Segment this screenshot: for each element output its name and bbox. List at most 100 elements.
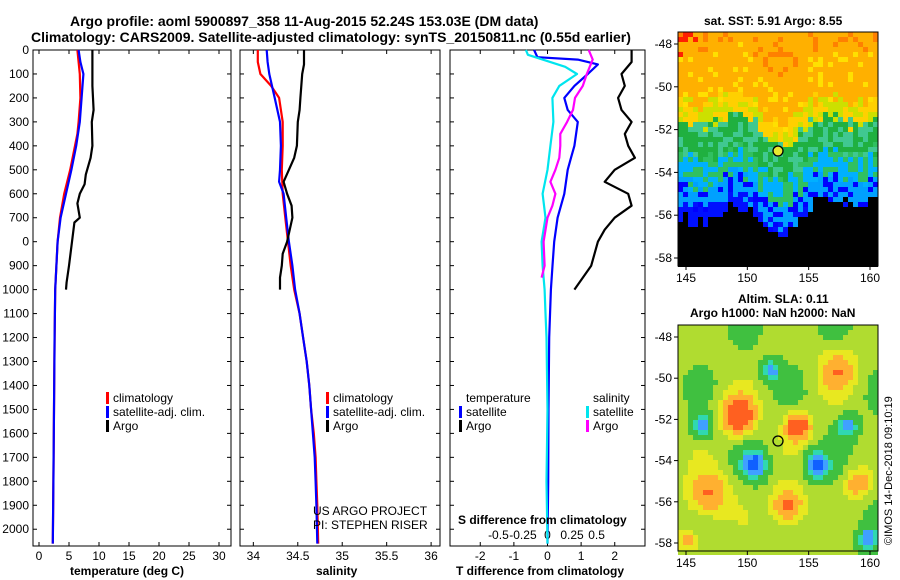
sst-cell	[808, 157, 813, 162]
sst-cell	[848, 42, 853, 47]
sst-cell	[758, 162, 763, 167]
sst-cell	[798, 167, 803, 172]
sla-cell	[798, 335, 803, 340]
sla-cell	[808, 520, 813, 525]
sst-cell	[783, 227, 788, 232]
sla-cell	[723, 460, 728, 465]
sst-cell	[718, 127, 723, 132]
sst-cell	[828, 207, 833, 212]
sst-cell	[848, 122, 853, 127]
sst-cell	[738, 77, 743, 82]
sst-cell	[703, 242, 708, 247]
sst-cell	[863, 207, 868, 212]
sst-cell	[818, 162, 823, 167]
sst-cell	[683, 257, 688, 262]
sst-cell	[818, 37, 823, 42]
sla-cell	[863, 385, 868, 390]
sst-cell	[843, 87, 848, 92]
sst-cell	[743, 217, 748, 222]
sst-cell	[698, 32, 703, 37]
x-tick-label: 0	[544, 549, 551, 563]
sla-cell	[788, 375, 793, 380]
sst-cell	[813, 127, 818, 132]
sst-cell	[698, 147, 703, 152]
sla-cell	[693, 455, 698, 460]
sla-cell	[788, 445, 793, 450]
sst-cell	[683, 52, 688, 57]
sst-cell	[863, 252, 868, 257]
sst-cell	[868, 247, 873, 252]
sst-cell	[743, 167, 748, 172]
sla-cell	[733, 455, 738, 460]
sla-cell	[788, 475, 793, 480]
sla-cell	[808, 340, 813, 345]
sla-cell	[753, 510, 758, 515]
sla-cell	[708, 435, 713, 440]
sla-cell	[853, 520, 858, 525]
sst-cell	[818, 257, 823, 262]
sst-cell	[798, 137, 803, 142]
sst-cell	[783, 252, 788, 257]
sla-cell	[683, 385, 688, 390]
sst-cell	[688, 182, 693, 187]
sla-cell	[833, 360, 838, 365]
sla-cell	[793, 355, 798, 360]
sla-cell	[703, 370, 708, 375]
sst-cell	[728, 262, 733, 267]
sla-cell	[713, 530, 718, 535]
sla-cell	[783, 370, 788, 375]
sst-cell	[698, 162, 703, 167]
sla-cell	[683, 415, 688, 420]
sst-map-raster	[678, 32, 878, 267]
sst-cell	[803, 202, 808, 207]
sla-cell	[823, 335, 828, 340]
sla-cell	[868, 480, 873, 485]
sst-cell	[763, 92, 768, 97]
sla-cell	[823, 485, 828, 490]
sst-cell	[843, 257, 848, 262]
sst-cell	[683, 167, 688, 172]
sst-cell	[723, 77, 728, 82]
sla-cell	[713, 400, 718, 405]
sla-cell	[863, 415, 868, 420]
sla-cell	[843, 405, 848, 410]
sst-cell	[863, 87, 868, 92]
sla-cell	[743, 525, 748, 530]
sst-cell	[738, 32, 743, 37]
sst-cell	[753, 252, 758, 257]
sst-cell	[768, 102, 773, 107]
sst-cell	[863, 97, 868, 102]
sst-cell	[843, 112, 848, 117]
sla-cell	[868, 485, 873, 490]
sla-cell	[843, 450, 848, 455]
sst-cell	[748, 257, 753, 262]
sla-cell	[718, 445, 723, 450]
sla-cell	[713, 435, 718, 440]
sla-cell	[718, 390, 723, 395]
sla-cell	[773, 350, 778, 355]
sst-cell	[823, 117, 828, 122]
sst-cell	[873, 247, 878, 252]
sla-cell	[793, 430, 798, 435]
sla-cell	[778, 455, 783, 460]
sst-cell	[688, 102, 693, 107]
sst-cell	[808, 67, 813, 72]
sst-cell	[803, 92, 808, 97]
sla-cell	[808, 375, 813, 380]
sla-cell	[708, 365, 713, 370]
sla-cell	[793, 330, 798, 335]
sla-cell	[848, 350, 853, 355]
imos-credit: ©IMOS 14-Dec-2018 09:10:19	[883, 396, 895, 545]
sst-cell	[788, 252, 793, 257]
sst-cell	[723, 42, 728, 47]
sst-cell	[813, 252, 818, 257]
sla-cell	[858, 435, 863, 440]
sla-cell	[743, 450, 748, 455]
sst-cell	[803, 182, 808, 187]
y-tick-label: 1000	[2, 283, 29, 297]
sla-cell	[873, 430, 878, 435]
sst-cell	[793, 107, 798, 112]
sla-cell	[823, 520, 828, 525]
sla-cell	[833, 540, 838, 545]
sst-cell	[703, 147, 708, 152]
